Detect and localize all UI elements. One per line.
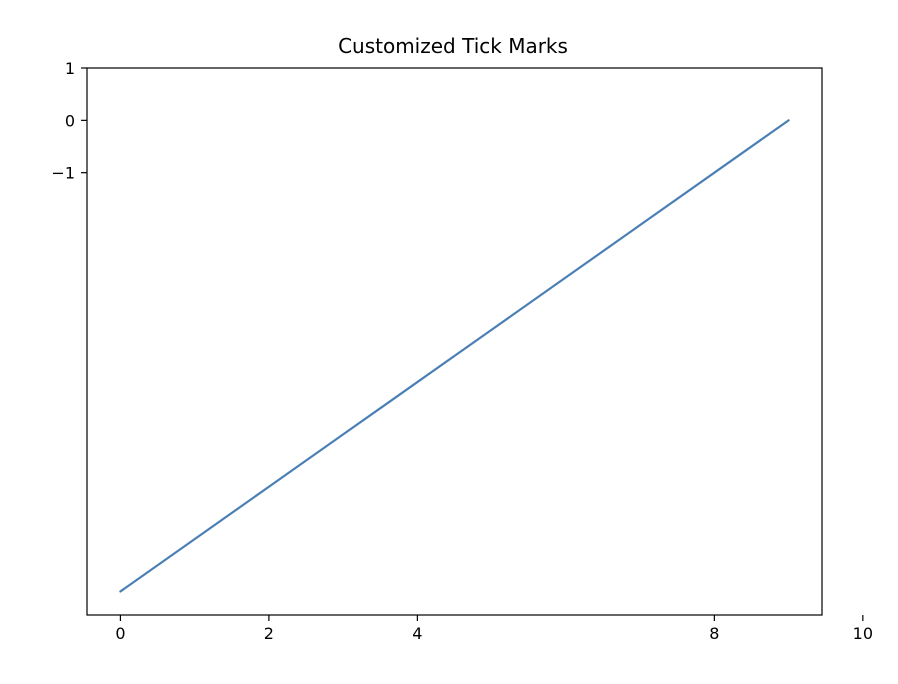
y-tick-label-0: 1	[65, 59, 75, 78]
x-tick-label-3: 8	[709, 624, 719, 643]
x-tick-label-2: 4	[412, 624, 422, 643]
x-tick-label-1: 2	[264, 624, 274, 643]
x-tick-label-0: 0	[115, 624, 125, 643]
y-tick-label-2: −1	[51, 164, 75, 183]
axes-frame	[86, 67, 823, 616]
series-line-0	[119, 119, 790, 593]
chart-title: Customized Tick Marks	[338, 34, 568, 58]
x-tick-label-4: 10	[853, 624, 873, 643]
y-tick-label-1: 0	[65, 111, 75, 130]
